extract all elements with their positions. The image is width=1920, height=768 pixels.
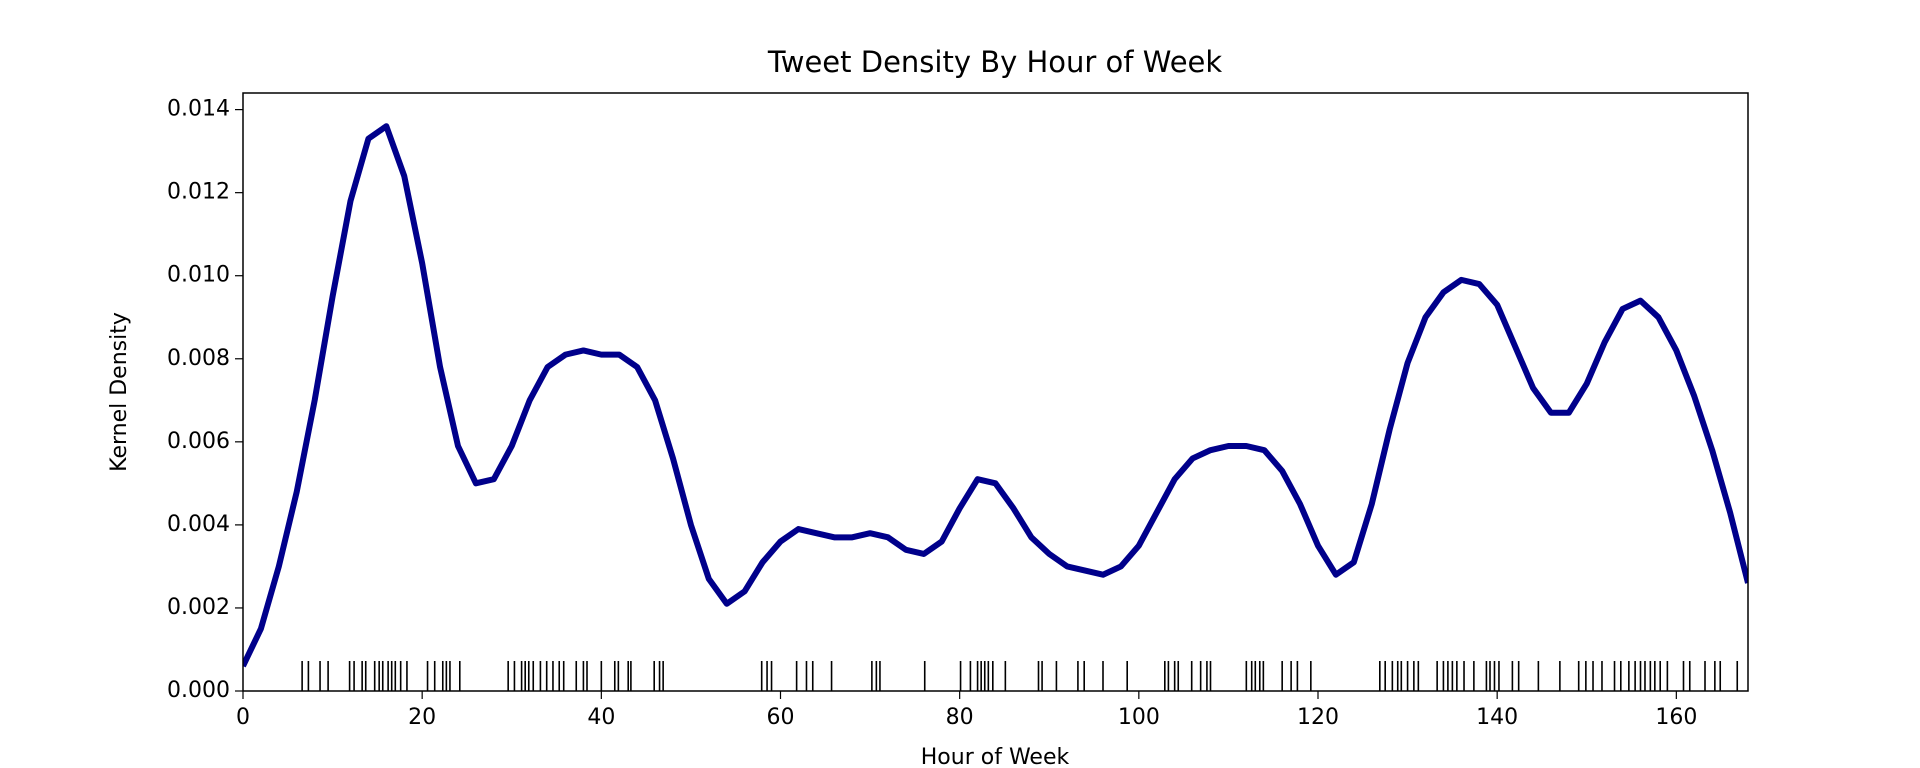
y-axis-label: Kernel Density <box>107 312 132 472</box>
y-tick-label: 0.014 <box>167 97 230 122</box>
x-tick-label: 160 <box>1655 705 1697 730</box>
x-tick-label: 40 <box>587 705 615 730</box>
x-tick-label: 80 <box>946 705 974 730</box>
x-tick-label: 120 <box>1297 705 1339 730</box>
y-tick-label: 0.002 <box>167 595 230 620</box>
x-tick-label: 100 <box>1118 705 1160 730</box>
y-tick-label: 0.000 <box>167 678 230 703</box>
x-tick-label: 20 <box>408 705 436 730</box>
chart-title: Tweet Density By Hour of Week <box>767 45 1223 79</box>
x-axis-label: Hour of Week <box>921 745 1070 768</box>
x-tick-label: 140 <box>1476 705 1518 730</box>
x-tick-label: 60 <box>767 705 795 730</box>
density-line <box>243 123 1748 668</box>
y-tick-label: 0.010 <box>167 263 230 288</box>
y-tick-label: 0.012 <box>167 180 230 205</box>
x-tick-label: 0 <box>236 705 250 730</box>
y-tick-label: 0.006 <box>167 429 230 454</box>
y-tick-label: 0.008 <box>167 346 230 371</box>
y-tick-label: 0.004 <box>167 512 230 537</box>
plot-frame <box>242 92 1749 692</box>
